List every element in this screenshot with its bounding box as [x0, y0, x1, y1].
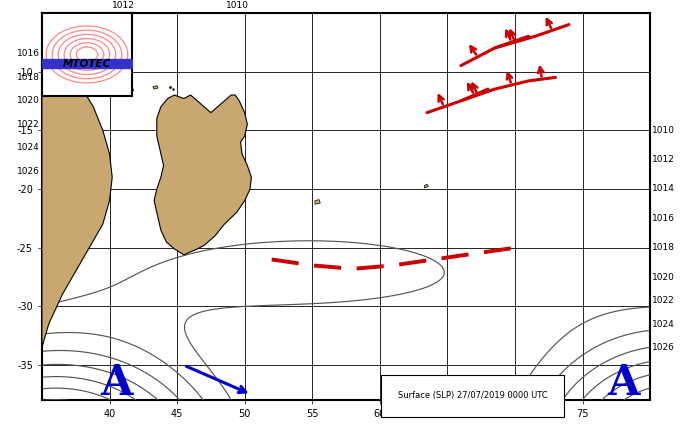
- Text: A: A: [607, 362, 639, 404]
- Text: Surface (SLP) 27/07/2019 0000 UTC: Surface (SLP) 27/07/2019 0000 UTC: [398, 391, 547, 400]
- Text: 1012: 1012: [652, 155, 675, 164]
- Text: 1022: 1022: [17, 120, 40, 129]
- Polygon shape: [153, 86, 158, 89]
- Polygon shape: [154, 95, 252, 255]
- Text: 1026: 1026: [17, 167, 40, 176]
- Polygon shape: [424, 184, 428, 188]
- Text: 1018: 1018: [652, 243, 675, 252]
- Text: 1016: 1016: [17, 49, 40, 58]
- Polygon shape: [315, 199, 320, 204]
- Text: 1014: 1014: [652, 184, 675, 193]
- Text: 1010: 1010: [652, 126, 675, 135]
- Text: 1026: 1026: [652, 343, 675, 352]
- Text: 1024: 1024: [652, 320, 675, 328]
- Text: 1018: 1018: [17, 73, 40, 82]
- Text: 1020: 1020: [652, 273, 675, 282]
- Text: A: A: [100, 362, 132, 404]
- Text: 1012: 1012: [112, 1, 134, 10]
- Text: 1020: 1020: [17, 96, 40, 105]
- Polygon shape: [42, 13, 113, 400]
- Polygon shape: [130, 88, 134, 92]
- Text: 1010: 1010: [226, 1, 250, 10]
- Text: 1024: 1024: [17, 144, 40, 153]
- Text: 1016: 1016: [652, 214, 675, 223]
- Text: 1022: 1022: [652, 296, 675, 305]
